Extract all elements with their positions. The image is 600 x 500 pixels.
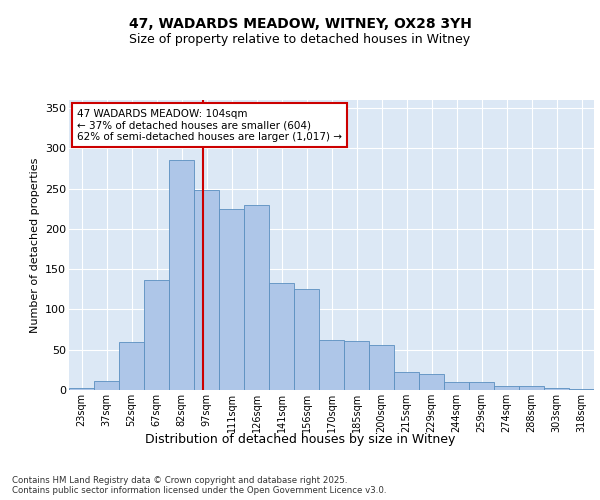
Bar (519, 386, 544, 390)
Bar (569, 389, 594, 390)
Bar (144, 280, 169, 390)
Text: Contains HM Land Registry data © Crown copyright and database right 2025.
Contai: Contains HM Land Registry data © Crown c… (12, 476, 386, 495)
Text: Distribution of detached houses by size in Witney: Distribution of detached houses by size … (145, 432, 455, 446)
Bar (369, 345, 394, 390)
Y-axis label: Number of detached properties: Number of detached properties (29, 158, 40, 332)
Bar (194, 190, 219, 390)
Text: 47, WADARDS MEADOW, WITNEY, OX28 3YH: 47, WADARDS MEADOW, WITNEY, OX28 3YH (128, 18, 472, 32)
Text: 47 WADARDS MEADOW: 104sqm
← 37% of detached houses are smaller (604)
62% of semi: 47 WADARDS MEADOW: 104sqm ← 37% of detac… (77, 108, 342, 142)
Bar (544, 388, 569, 390)
Bar (394, 372, 419, 390)
Bar (119, 342, 144, 390)
Bar (219, 209, 244, 390)
Bar (69, 388, 94, 390)
Bar (269, 283, 294, 390)
Bar (94, 381, 119, 390)
Bar (244, 204, 269, 390)
Bar (469, 382, 494, 390)
Bar (344, 341, 369, 390)
Bar (294, 290, 319, 390)
Bar (444, 382, 469, 390)
Text: Size of property relative to detached houses in Witney: Size of property relative to detached ho… (130, 32, 470, 46)
Bar (419, 374, 444, 390)
Bar (319, 340, 344, 390)
Bar (169, 160, 194, 390)
Bar (494, 386, 519, 390)
